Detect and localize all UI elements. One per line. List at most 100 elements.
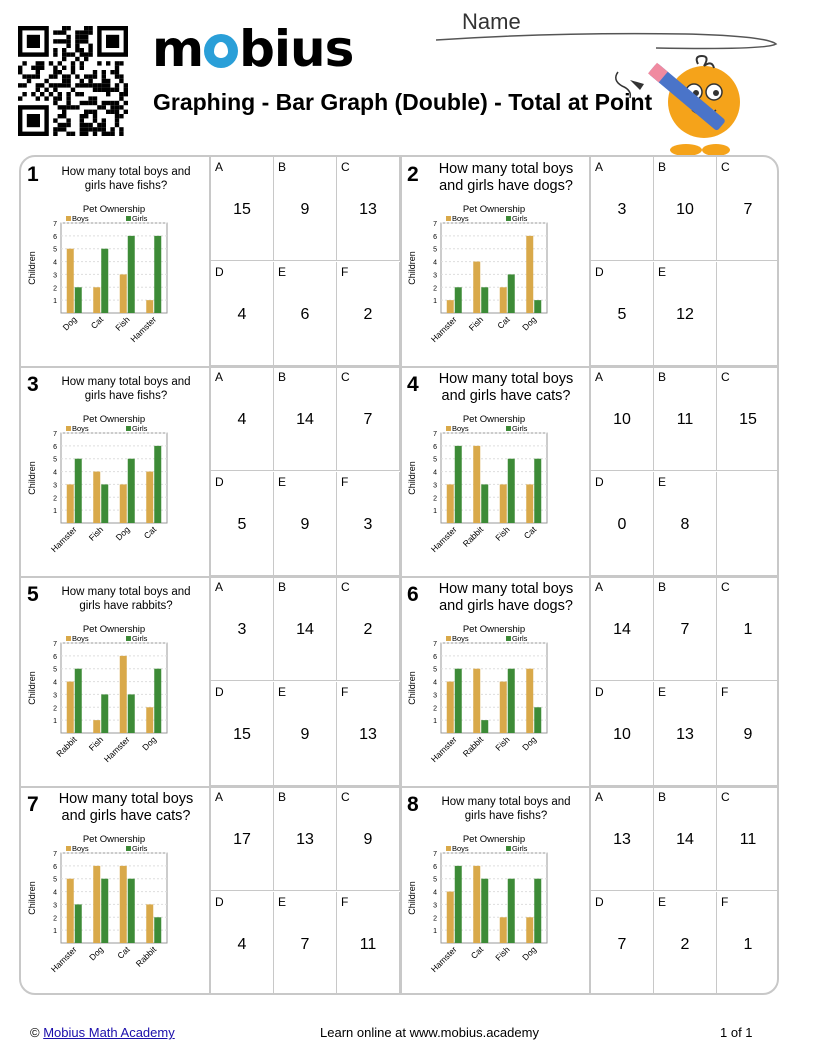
question-cell: 4 How many total boys and girls have cats… [401, 367, 777, 576]
option-value: 11 [359, 936, 377, 953]
answer-option-a[interactable]: A 10 [591, 367, 654, 471]
x-tick-label: Dog [114, 524, 132, 542]
option-value: 9 [363, 831, 373, 848]
legend-label-boys: Boys [452, 844, 469, 853]
legend-swatch-girls [126, 426, 131, 431]
answer-option-a[interactable]: A 14 [591, 577, 654, 681]
y-tick-label: 3 [53, 482, 57, 489]
option-letter: D [215, 685, 224, 699]
x-tick-label: Cat [89, 314, 106, 331]
legend-swatch-girls [506, 636, 511, 641]
x-tick-label: Dog [520, 734, 538, 752]
bar-boys [446, 300, 454, 313]
x-tick-label: Fish [87, 524, 106, 543]
option-letter: C [341, 160, 350, 174]
x-tick-label: Hamster [429, 944, 459, 974]
bar-girls [127, 458, 135, 523]
answer-option-c[interactable]: C 15 [717, 367, 777, 471]
answer-option-e[interactable]: E 13 [654, 682, 717, 786]
bar-boys [146, 300, 154, 313]
answer-option-e[interactable]: E 12 [654, 262, 717, 366]
option-value: 13 [359, 726, 377, 743]
answer-option-b[interactable]: B 14 [654, 787, 717, 891]
answer-option-a[interactable]: A 13 [591, 787, 654, 891]
y-tick-label: 5 [433, 667, 437, 674]
answer-option-c[interactable]: C 11 [717, 787, 777, 891]
bar-girls [534, 300, 542, 313]
answer-option-b[interactable]: B 13 [274, 787, 337, 891]
legend-swatch-boys [446, 846, 451, 851]
answer-option-b[interactable]: B 14 [274, 367, 337, 471]
bar-girls [127, 694, 135, 733]
answer-option-f[interactable]: F 13 [337, 682, 400, 786]
option-value: 9 [300, 726, 310, 743]
bar-boys [119, 484, 127, 523]
answer-option-b[interactable]: B 11 [654, 367, 717, 471]
answer-option-b[interactable]: B 10 [654, 157, 717, 261]
option-value: 10 [613, 411, 631, 428]
bar-girls [481, 720, 489, 733]
x-tick-label: Cat [495, 314, 512, 331]
y-axis-label: Children [407, 251, 417, 285]
legend-label-girls: Girls [512, 424, 528, 433]
footer-copyright: © Mobius Math Academy [30, 1025, 175, 1040]
option-letter: E [658, 895, 667, 909]
question-number: 1 [27, 163, 39, 186]
option-value: 9 [743, 726, 753, 743]
x-tick-label: Cat [115, 944, 132, 961]
bar-boys [526, 668, 534, 733]
y-tick-label: 1 [433, 298, 437, 305]
question-text: How many total boys and girls have dogs? [438, 161, 574, 194]
answer-option-c[interactable]: C 13 [337, 157, 400, 261]
option-letter: B [278, 580, 287, 594]
answer-option-d[interactable]: D 10 [591, 682, 654, 786]
y-tick-label: 1 [53, 928, 57, 935]
y-tick-label: 5 [433, 247, 437, 254]
answer-option-d[interactable]: D 15 [211, 682, 274, 786]
option-letter: C [341, 580, 350, 594]
option-letter: D [595, 895, 604, 909]
answer-option-a[interactable]: A 15 [211, 157, 274, 261]
bar-girls [154, 445, 162, 523]
chart-title: Pet Ownership [463, 205, 525, 215]
answer-option-a[interactable]: A 17 [211, 787, 274, 891]
option-letter: A [595, 580, 604, 594]
y-tick-label: 6 [53, 864, 57, 871]
mobius-academy-link[interactable]: Mobius Math Academy [43, 1025, 175, 1040]
question-left-panel: 3 How many total boys and girls have fish… [21, 367, 211, 576]
x-tick-label: Cat [522, 524, 539, 541]
page-title: Graphing - Bar Graph (Double) - Total at… [153, 89, 653, 115]
answer-option-f[interactable]: F 11 [337, 892, 400, 993]
question-grid: 1 How many total boys and girls have fish… [19, 155, 779, 995]
answer-option-b[interactable]: B 14 [274, 577, 337, 681]
x-tick-label: Rabbit [461, 524, 486, 549]
bar-girls [507, 274, 515, 313]
